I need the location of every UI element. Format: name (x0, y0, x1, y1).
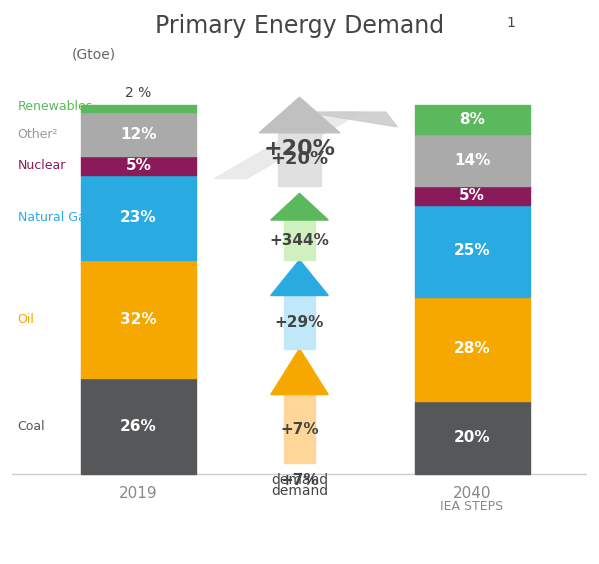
Bar (415, 297, 530, 400)
Text: 5%: 5% (126, 158, 152, 173)
Polygon shape (259, 97, 340, 133)
Text: 14%: 14% (454, 153, 490, 168)
Text: 12%: 12% (120, 127, 157, 142)
Text: 8%: 8% (459, 112, 485, 127)
Bar (415, 105, 530, 134)
Text: 2019: 2019 (119, 486, 158, 501)
Bar (284, 296, 315, 349)
Text: demand: demand (271, 473, 328, 487)
Bar (81, 156, 196, 175)
Text: 2040: 2040 (453, 486, 491, 501)
Bar (81, 378, 196, 474)
Text: +344%: +344% (270, 232, 329, 248)
Text: (Gtoe): (Gtoe) (72, 48, 116, 62)
Text: Oil: Oil (18, 312, 35, 325)
Bar (81, 105, 196, 112)
Bar (81, 175, 196, 260)
Text: IEA STEPS: IEA STEPS (440, 500, 504, 513)
Bar (81, 260, 196, 378)
Text: demand: demand (271, 484, 328, 498)
Text: +20%: +20% (270, 151, 329, 169)
Text: 32%: 32% (120, 312, 157, 327)
Bar (415, 400, 530, 474)
Bar (284, 220, 315, 260)
Text: 25%: 25% (453, 243, 491, 258)
Text: Nuclear: Nuclear (18, 159, 66, 172)
Text: 26%: 26% (120, 419, 157, 434)
Text: +7%: +7% (280, 421, 319, 437)
Text: +29%: +29% (275, 315, 324, 329)
Polygon shape (214, 112, 362, 179)
Text: 28%: 28% (453, 341, 491, 356)
Text: 20%: 20% (453, 430, 491, 445)
Bar (415, 205, 530, 297)
Bar (284, 395, 315, 464)
Text: 2 %: 2 % (125, 86, 152, 100)
Text: Primary Energy Demand: Primary Energy Demand (155, 14, 444, 38)
Text: 5%: 5% (459, 188, 485, 203)
Text: Renewables: Renewables (18, 100, 93, 113)
Text: +7%: +7% (280, 473, 319, 488)
Text: Other²: Other² (18, 128, 58, 141)
Text: Natural Gas: Natural Gas (18, 211, 92, 224)
Polygon shape (271, 193, 328, 220)
Text: 1: 1 (506, 16, 515, 30)
Bar (415, 134, 530, 186)
Text: Coal: Coal (18, 420, 46, 433)
Polygon shape (305, 112, 397, 127)
Bar (81, 112, 196, 156)
Polygon shape (271, 260, 328, 296)
Bar (415, 186, 530, 205)
Text: +20%: +20% (264, 139, 335, 159)
Bar (278, 133, 321, 186)
Text: 23%: 23% (120, 210, 157, 225)
Polygon shape (271, 349, 328, 395)
